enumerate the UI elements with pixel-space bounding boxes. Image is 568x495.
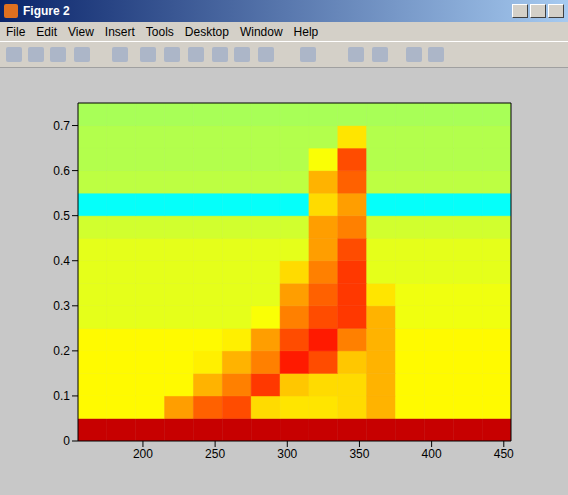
svg-text:0.1: 0.1 — [53, 389, 70, 403]
html-text:Help: Help — [293, 24, 319, 39]
html-text:Desktop: Desktop — [184, 24, 229, 39]
html-text:Edit: Edit — [36, 24, 57, 39]
svg-text:200: 200 — [133, 447, 153, 461]
svg-text:0.7: 0.7 — [53, 119, 70, 133]
html-text:View: View — [68, 24, 94, 39]
svg-text:300: 300 — [277, 447, 297, 461]
html-text:Tools: Tools — [145, 24, 174, 39]
html-text:Window: Window — [239, 24, 283, 39]
html-text:Figure 2: Figure 2 — [23, 4, 70, 18]
html-text:Insert: Insert — [104, 24, 135, 39]
svg-text:350: 350 — [349, 447, 369, 461]
svg-text:0.6: 0.6 — [53, 164, 70, 178]
svg-text:0.5: 0.5 — [53, 209, 70, 223]
svg-text:0: 0 — [63, 434, 70, 448]
svg-text:0.4: 0.4 — [53, 254, 70, 268]
svg-text:0.2: 0.2 — [53, 344, 70, 358]
html-text:File: File — [6, 24, 26, 39]
svg-text:0.3: 0.3 — [53, 299, 70, 313]
svg-text:450: 450 — [494, 447, 514, 461]
svg-text:250: 250 — [205, 447, 225, 461]
svg-text:400: 400 — [422, 447, 442, 461]
